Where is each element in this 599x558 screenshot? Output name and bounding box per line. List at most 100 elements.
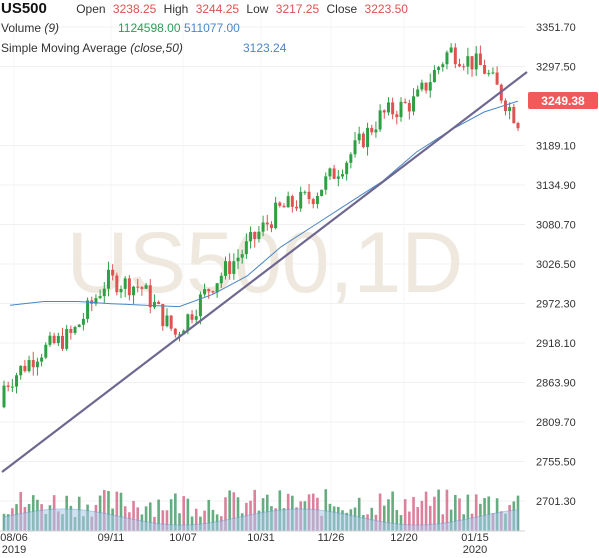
- candle-body[interactable]: [290, 196, 294, 207]
- candle-body[interactable]: [265, 222, 269, 225]
- candle-body[interactable]: [132, 286, 136, 296]
- candle-body[interactable]: [169, 315, 173, 329]
- candle-body[interactable]: [357, 133, 361, 141]
- candle-body[interactable]: [491, 72, 495, 74]
- candle-body[interactable]: [399, 101, 403, 118]
- candle-body[interactable]: [219, 275, 223, 284]
- candle-body[interactable]: [10, 386, 14, 388]
- candle-body[interactable]: [94, 298, 98, 304]
- candle-body[interactable]: [44, 344, 48, 358]
- candle-body[interactable]: [244, 241, 248, 255]
- candle-body[interactable]: [257, 231, 261, 240]
- candle-body[interactable]: [457, 64, 461, 67]
- candle-body[interactable]: [198, 294, 202, 317]
- candle-body[interactable]: [119, 288, 123, 293]
- candle-body[interactable]: [6, 385, 10, 387]
- candle-body[interactable]: [203, 289, 207, 295]
- candle-body[interactable]: [207, 289, 211, 292]
- candle-body[interactable]: [299, 191, 303, 209]
- candle-body[interactable]: [178, 334, 182, 336]
- candle-body[interactable]: [240, 254, 244, 258]
- candle-body[interactable]: [15, 375, 19, 387]
- candle-body[interactable]: [190, 314, 194, 320]
- candle-body[interactable]: [437, 67, 441, 71]
- candle-body[interactable]: [81, 318, 85, 325]
- candle-body[interactable]: [374, 129, 378, 133]
- candle-body[interactable]: [2, 385, 6, 408]
- candle-body[interactable]: [102, 288, 106, 297]
- candle-body[interactable]: [98, 296, 102, 299]
- candle-body[interactable]: [73, 326, 77, 333]
- candle-body[interactable]: [52, 335, 56, 344]
- candle-body[interactable]: [349, 154, 353, 163]
- candle-body[interactable]: [391, 102, 395, 115]
- candle-body[interactable]: [106, 269, 110, 289]
- candle-body[interactable]: [31, 360, 35, 368]
- candle-body[interactable]: [382, 110, 386, 113]
- candle-body[interactable]: [361, 133, 365, 148]
- candle-body[interactable]: [495, 72, 499, 85]
- candle-body[interactable]: [165, 315, 169, 327]
- candle-body[interactable]: [474, 53, 478, 70]
- candle-body[interactable]: [386, 102, 390, 113]
- candle-body[interactable]: [56, 335, 60, 344]
- candle-body[interactable]: [157, 301, 161, 304]
- candle-body[interactable]: [40, 357, 44, 362]
- candle-body[interactable]: [19, 365, 23, 376]
- candle-body[interactable]: [236, 257, 240, 262]
- candle-body[interactable]: [148, 285, 152, 308]
- candle-body[interactable]: [269, 224, 273, 229]
- candle-body[interactable]: [261, 222, 265, 232]
- candle-body[interactable]: [86, 300, 90, 319]
- candle-body[interactable]: [370, 127, 374, 133]
- candle-body[interactable]: [140, 287, 144, 289]
- candle-body[interactable]: [249, 231, 253, 242]
- candle-body[interactable]: [487, 73, 491, 75]
- volume-label[interactable]: Volume: [1, 21, 42, 35]
- candle-body[interactable]: [23, 365, 27, 372]
- candle-body[interactable]: [35, 361, 39, 368]
- sma-label[interactable]: Simple Moving Average: [1, 41, 127, 55]
- candle-body[interactable]: [65, 329, 69, 349]
- candle-body[interactable]: [512, 107, 516, 124]
- candle-body[interactable]: [432, 70, 436, 83]
- candle-body[interactable]: [307, 191, 311, 200]
- candle-body[interactable]: [403, 101, 407, 103]
- candle-body[interactable]: [228, 261, 232, 274]
- candle-body[interactable]: [483, 65, 487, 74]
- candle-body[interactable]: [420, 82, 424, 90]
- candle-body[interactable]: [416, 89, 420, 97]
- candle-body[interactable]: [462, 66, 466, 68]
- candle-body[interactable]: [449, 47, 453, 53]
- candle-body[interactable]: [478, 53, 482, 66]
- candle-body[interactable]: [503, 100, 507, 112]
- price-axis[interactable]: 3351.70 3297.50 3189.10 3134.90 3080.70 3026.…: [536, 22, 576, 508]
- candle-body[interactable]: [340, 174, 344, 177]
- candle-body[interactable]: [466, 56, 470, 67]
- candle-body[interactable]: [48, 335, 52, 345]
- candle-body[interactable]: [286, 196, 290, 208]
- candle-body[interactable]: [186, 314, 190, 331]
- candle-body[interactable]: [366, 127, 370, 148]
- candle-body[interactable]: [453, 47, 457, 65]
- candle-body[interactable]: [274, 202, 278, 229]
- candle-body[interactable]: [161, 303, 165, 327]
- candle-body[interactable]: [441, 64, 445, 68]
- candle-body[interactable]: [127, 278, 131, 296]
- trend-line[interactable]: [1, 71, 528, 473]
- candle-body[interactable]: [295, 206, 299, 209]
- candle-body[interactable]: [136, 286, 140, 288]
- symbol-title[interactable]: US500: [1, 0, 47, 17]
- candle-body[interactable]: [278, 202, 282, 206]
- candle-body[interactable]: [508, 107, 512, 112]
- candle-body[interactable]: [232, 261, 236, 274]
- candle-body[interactable]: [223, 261, 227, 276]
- candle-body[interactable]: [282, 205, 286, 208]
- time-axis[interactable]: 08/06 09/11 10/07 10/31 11/26 12/20 01/15 2019 2…: [0, 530, 525, 556]
- candle-body[interactable]: [211, 291, 215, 293]
- candle-body[interactable]: [516, 123, 520, 129]
- candle-body[interactable]: [428, 82, 432, 91]
- candle-body[interactable]: [332, 168, 336, 179]
- candle-body[interactable]: [253, 231, 257, 240]
